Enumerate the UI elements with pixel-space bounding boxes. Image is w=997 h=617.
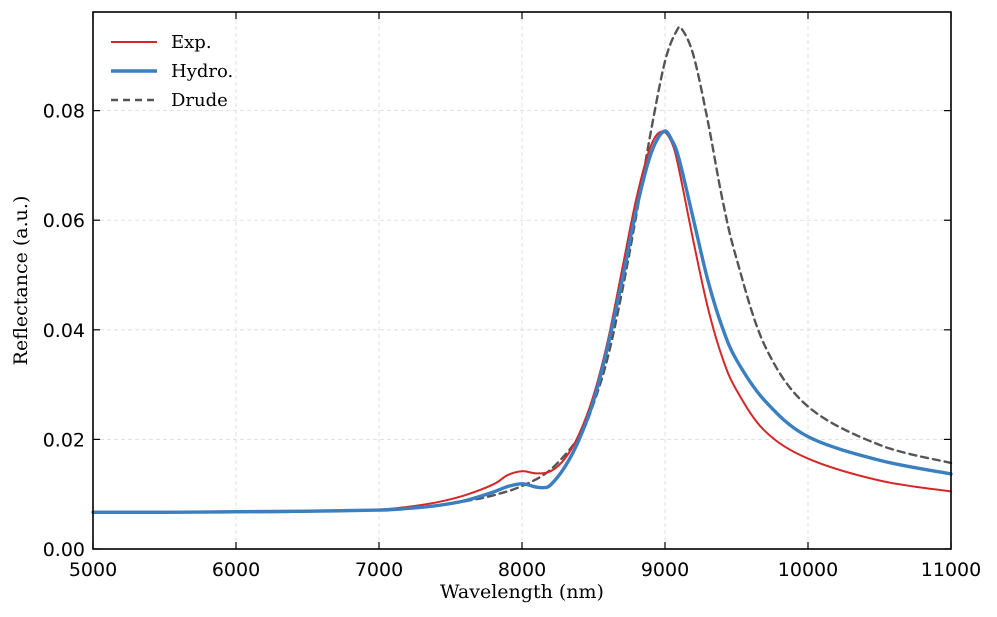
x-tick-label: 8000 (498, 559, 546, 581)
x-tick-label: 9000 (641, 559, 689, 581)
x-tick-label: 6000 (212, 559, 260, 581)
legend: Exp. Hydro. Drude (111, 32, 233, 111)
series-line-hydro (91, 129, 953, 515)
y-tick-label: 0.06 (43, 210, 85, 232)
y-tick-label: 0.00 (43, 539, 85, 561)
y-tick-label: 0.08 (43, 101, 85, 123)
legend-label-exp: Exp. (171, 32, 212, 53)
x-tick-label: 7000 (355, 559, 403, 581)
y-axis-label: Reflectance (a.u.) (10, 196, 32, 366)
axis-ticks: 5000 6000 7000 8000 9000 10000 11000 0.00 0.02 0.… (43, 12, 981, 581)
plot-series (91, 25, 953, 515)
legend-label-hydro: Hydro. (171, 61, 233, 82)
x-tick-label: 11000 (921, 559, 981, 581)
x-axis-label: Wavelength (nm) (440, 581, 604, 603)
y-tick-label: 0.04 (43, 320, 85, 342)
x-tick-label: 5000 (69, 559, 117, 581)
y-tick-label: 0.02 (43, 429, 85, 451)
x-tick-label: 10000 (778, 559, 838, 581)
legend-label-drude: Drude (171, 90, 228, 111)
